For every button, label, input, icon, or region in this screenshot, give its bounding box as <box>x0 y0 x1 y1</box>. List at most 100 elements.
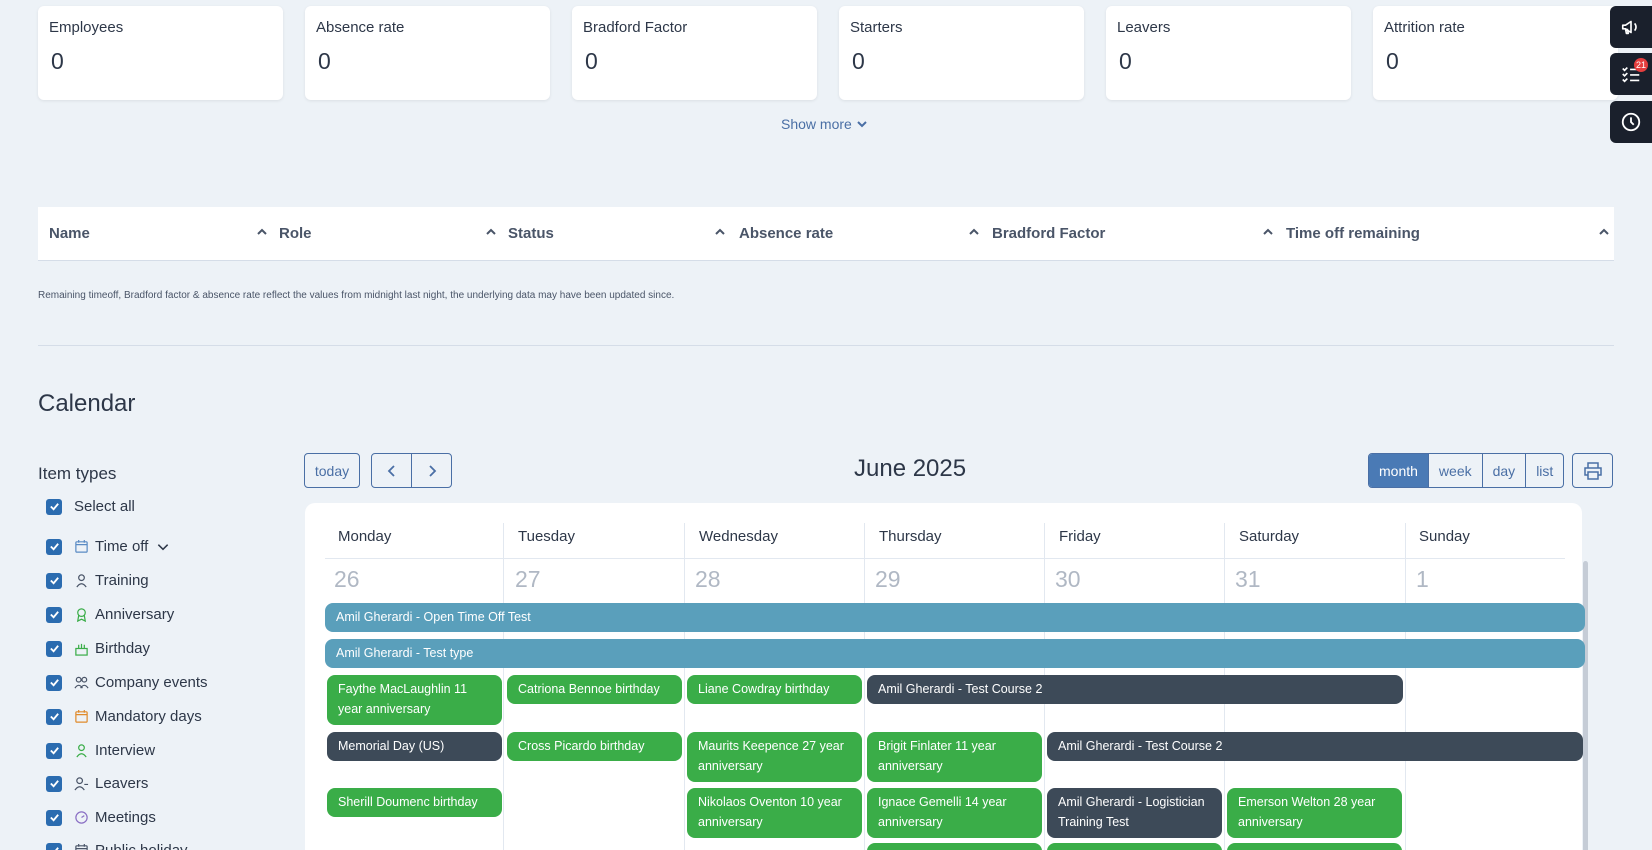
filter-label: Time off <box>95 538 149 555</box>
chevron-left-icon <box>387 464 395 477</box>
checkbox-checked[interactable] <box>46 674 62 691</box>
day-header-friday: Friday <box>1059 528 1101 545</box>
prev-month-button[interactable] <box>371 453 412 488</box>
clock-button[interactable] <box>1610 101 1652 143</box>
checkbox-checked[interactable] <box>46 498 62 515</box>
column-name[interactable]: Name <box>49 225 90 242</box>
filter-meetings[interactable]: Meetings <box>46 809 156 826</box>
checkbox-checked[interactable] <box>46 606 62 623</box>
checkbox-checked[interactable] <box>46 842 62 850</box>
calendar-event[interactable]: Liane Cowdray birthday <box>687 675 862 704</box>
filter-company-events[interactable]: Company events <box>46 674 208 691</box>
sort-up-icon[interactable] <box>256 226 268 238</box>
day-header-saturday: Saturday <box>1239 528 1300 545</box>
sort-up-icon[interactable] <box>1598 226 1610 238</box>
chevron-down-icon <box>857 121 867 128</box>
show-more-button[interactable]: Show more <box>781 116 868 132</box>
sort-up-icon[interactable] <box>714 226 726 238</box>
calendar-event[interactable]: Catriona Bennoe birthday <box>507 675 682 704</box>
sort-up-icon[interactable] <box>485 226 497 238</box>
checkbox-checked[interactable] <box>46 809 62 826</box>
stat-label: Attrition rate <box>1384 19 1465 36</box>
print-button[interactable] <box>1572 453 1613 488</box>
tasks-button[interactable]: 21 <box>1610 53 1652 95</box>
chevron-down-icon[interactable] <box>156 540 170 554</box>
date-number[interactable]: 31 <box>1235 566 1261 592</box>
stat-value: 0 <box>318 48 331 74</box>
filter-label: Interview <box>95 742 156 759</box>
day-header-monday: Monday <box>338 528 392 545</box>
calendar-event[interactable]: Amil Gherardi - Test Course 2 <box>1047 732 1583 761</box>
column-role[interactable]: Role <box>279 225 312 242</box>
stat-value: 0 <box>585 48 598 74</box>
calendar-event[interactable]: Memorial Day (US) <box>327 732 502 761</box>
calendar-scrollbar[interactable] <box>1583 561 1588 850</box>
filter-interview[interactable]: Interview <box>46 742 155 759</box>
filter-anniversary[interactable]: Anniversary <box>46 606 174 623</box>
stat-label: Bradford Factor <box>583 19 688 36</box>
sort-up-icon[interactable] <box>1262 226 1274 238</box>
calendar-grid: Monday Tuesday Wednesday Thursday Friday… <box>305 503 1588 850</box>
sort-up-icon[interactable] <box>968 226 980 238</box>
calendar-event[interactable]: Amil Gherardi - Open Time Off Test <box>325 603 1585 632</box>
calendar-event[interactable]: Ignace Gemelli 14 year anniversary <box>867 788 1042 838</box>
filter-select-all[interactable]: Select all <box>46 498 135 515</box>
checkbox-checked[interactable] <box>46 572 62 589</box>
calendar-event[interactable]: Cross Picardo birthday <box>507 732 682 761</box>
column-divider <box>1405 523 1406 850</box>
date-number[interactable]: 26 <box>334 566 360 592</box>
cake-icon <box>75 643 88 656</box>
checkbox-checked[interactable] <box>46 742 62 759</box>
calendar-icon <box>75 709 88 723</box>
next-month-button[interactable] <box>411 453 452 488</box>
checkbox-checked[interactable] <box>46 640 62 657</box>
calendar-event[interactable]: Nikolaos Oventon 10 year anniversary <box>687 788 862 838</box>
filter-training[interactable]: Training <box>46 572 149 589</box>
day-header-sunday: Sunday <box>1419 528 1470 545</box>
calendar-event[interactable]: Maurits Keepence 27 year anniversary <box>687 732 862 782</box>
filter-mandatory-days[interactable]: Mandatory days <box>46 708 202 725</box>
announcements-button[interactable] <box>1610 6 1652 48</box>
calendar-event[interactable]: Brigit Finlater 11 year anniversary <box>867 732 1042 782</box>
user-leave-icon <box>74 777 89 791</box>
filter-label: Training <box>95 572 149 589</box>
filter-label: Birthday <box>95 640 151 657</box>
filter-birthday[interactable]: Birthday <box>46 640 150 657</box>
filter-time-off[interactable]: Time off <box>46 538 170 555</box>
calendar-event-partial[interactable] <box>1227 843 1402 850</box>
view-list-button[interactable]: list <box>1525 454 1563 487</box>
checkbox-checked[interactable] <box>46 708 62 725</box>
column-absence-rate[interactable]: Absence rate <box>739 225 834 242</box>
view-month-button[interactable]: month <box>1369 454 1428 487</box>
view-week-button[interactable]: week <box>1427 454 1482 487</box>
column-status[interactable]: Status <box>508 225 554 242</box>
date-number[interactable]: 27 <box>515 566 541 592</box>
calendar-event[interactable]: Faythe MacLaughlin 11 year anniversary <box>327 675 502 725</box>
date-number[interactable]: 1 <box>1416 566 1429 592</box>
column-time-off-remaining[interactable]: Time off remaining <box>1286 225 1420 242</box>
checkbox-checked[interactable] <box>46 538 62 555</box>
date-number[interactable]: 29 <box>875 566 901 592</box>
calendar-event[interactable]: Amil Gherardi - Logistician Training Tes… <box>1047 788 1222 838</box>
date-number[interactable]: 30 <box>1055 566 1081 592</box>
filter-label: Anniversary <box>95 606 175 623</box>
column-divider <box>684 523 685 850</box>
checkbox-checked[interactable] <box>46 775 62 792</box>
filter-public-holiday[interactable]: Public holiday <box>46 842 188 850</box>
calendar-event[interactable]: Amil Gherardi - Test Course 2 <box>867 675 1403 704</box>
calendar-event[interactable]: Amil Gherardi - Test type <box>325 639 1585 668</box>
today-button[interactable]: today <box>304 453 360 488</box>
calendar-event[interactable]: Emerson Welton 28 year anniversary <box>1227 788 1402 838</box>
employee-table-header: Name Role Status Absence rate Bradford F… <box>38 207 1614 261</box>
calendar-event-partial[interactable] <box>1047 843 1222 850</box>
calendar-event[interactable]: Sherill Doumenc birthday <box>327 788 502 817</box>
data-freshness-note: Remaining timeoff, Bradford factor & abs… <box>38 290 675 301</box>
column-bradford-factor[interactable]: Bradford Factor <box>992 225 1106 242</box>
calendar-event-partial[interactable] <box>867 843 1042 850</box>
filter-leavers[interactable]: Leavers <box>46 775 148 792</box>
date-number[interactable]: 28 <box>695 566 721 592</box>
stat-label: Starters <box>850 19 903 36</box>
stat-card-attrition-rate: Attrition rate 0 <box>1373 6 1618 100</box>
view-day-button[interactable]: day <box>1481 454 1526 487</box>
filter-label: Select all <box>74 498 135 515</box>
